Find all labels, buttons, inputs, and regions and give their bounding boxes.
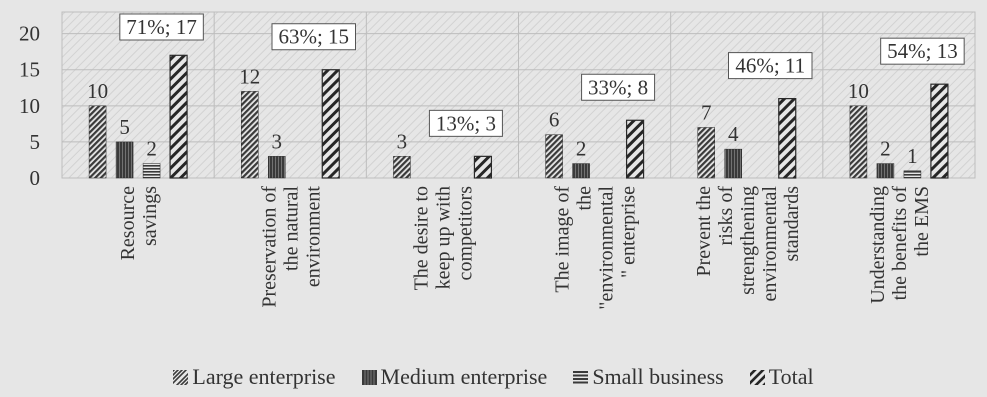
bar-medium-enterprise-6: [876, 163, 895, 179]
x-tick-label-line: Understanding: [867, 186, 889, 304]
legend-label-large-enterprise: Large enterprise: [192, 364, 336, 389]
bar-total-4: [625, 119, 645, 179]
total-label-box: [581, 73, 656, 101]
data-label-large-enterprise-6: 10: [848, 79, 869, 103]
x-tick-label-line: Preservation of: [258, 186, 280, 308]
y-tick-label: 5: [30, 130, 41, 154]
data-label-small-business-1: 2: [146, 137, 157, 161]
x-tick-label-line: keep up with: [432, 186, 454, 289]
total-label-box: [119, 13, 204, 41]
x-tick-label-3: The desire to keep up with competitors: [410, 186, 476, 291]
data-label-total-5: 46%; 11: [735, 54, 805, 78]
x-tick-label-4: The image of the "environmental " enterpris…: [552, 186, 640, 310]
legend-item-total: Total: [749, 364, 814, 390]
x-tick-label-2: Preservation of the natural environment: [258, 186, 324, 308]
total-label-box: [880, 37, 965, 65]
x-tick-label-5: Prevent the risks of strengthening environm…: [693, 186, 803, 302]
data-label-large-enterprise-3: 3: [397, 129, 408, 153]
data-label-large-enterprise-2: 12: [239, 64, 260, 88]
legend: Large enterprise Medium enterprise Small…: [0, 364, 987, 390]
medium-enterprise-swatch-icon: [361, 369, 377, 385]
x-tick-label-line: The desire to: [410, 186, 432, 290]
x-tick-label-line: the EMS: [911, 186, 933, 257]
legend-item-medium-enterprise: Medium enterprise: [361, 364, 548, 390]
y-tick-label: 20: [19, 22, 40, 46]
bar-large-enterprise-3: [393, 156, 411, 179]
data-label-medium-enterprise-5: 4: [728, 122, 739, 146]
legend-label-total: Total: [768, 364, 814, 389]
x-tick-label-line: competitors: [454, 186, 476, 281]
y-tick-label: 15: [19, 58, 40, 82]
x-tick-label-line: savings: [139, 186, 161, 246]
data-label-total-4: 33%; 8: [588, 75, 648, 99]
x-tick-label-1: Resource savings: [117, 186, 161, 261]
data-label-medium-enterprise-2: 3: [272, 129, 283, 153]
legend-item-large-enterprise: Large enterprise: [173, 364, 336, 390]
total-swatch-icon: [749, 369, 765, 385]
x-tick-label-line: risks of: [715, 186, 737, 246]
x-tick-label-line: the natural: [280, 186, 302, 271]
data-label-medium-enterprise-4: 2: [576, 137, 587, 161]
total-label-box: [428, 109, 503, 137]
legend-label-small-business: Small business: [592, 364, 724, 389]
bar-large-enterprise-6: [849, 105, 868, 179]
x-tick-label-line: " enterprise: [618, 186, 640, 278]
bar-total-3: [473, 155, 493, 179]
data-label-large-enterprise-5: 7: [701, 100, 712, 124]
bar-large-enterprise-2: [241, 91, 259, 179]
small-business-swatch-icon: [573, 369, 589, 385]
bar-medium-enterprise-4: [572, 163, 590, 179]
bar-total-6: [930, 83, 949, 179]
large-enterprise-swatch-icon: [173, 369, 189, 385]
data-label-total-1: 71%; 17: [126, 15, 197, 39]
data-label-total-2: 63%; 15: [278, 25, 349, 49]
total-label-box: [271, 23, 356, 51]
x-tick-label-line: The image of: [552, 186, 574, 293]
bar-small-business-6: [903, 170, 922, 179]
data-label-large-enterprise-1: 10: [87, 79, 108, 103]
data-label-total-3: 13%; 3: [436, 111, 496, 135]
y-tick-label: 0: [30, 166, 41, 190]
x-tick-label-line: Resource: [117, 186, 139, 261]
x-tick-label-6: Understanding the benefits of the EMS: [867, 186, 933, 304]
x-tick-label-line: environmental: [759, 186, 781, 302]
x-tick-label-line: the benefits of: [889, 186, 911, 301]
data-label-large-enterprise-4: 6: [549, 108, 560, 132]
total-label-box: [728, 52, 813, 80]
legend-label-medium-enterprise: Medium enterprise: [380, 364, 548, 389]
data-label-medium-enterprise-6: 2: [880, 137, 891, 161]
bar-large-enterprise-1: [88, 105, 107, 179]
bar-large-enterprise-5: [697, 127, 715, 179]
x-tick-label-line: standards: [781, 186, 803, 262]
bar-medium-enterprise-1: [115, 141, 134, 179]
bar-medium-enterprise-2: [268, 156, 286, 179]
x-tick-label-line: Prevent the: [693, 186, 715, 277]
bar-medium-enterprise-5: [724, 148, 742, 179]
x-tick-label-line: the: [574, 186, 596, 211]
bar-total-5: [778, 98, 797, 179]
data-label-medium-enterprise-1: 5: [119, 115, 130, 139]
bar-small-business-1: [142, 163, 161, 179]
bar-large-enterprise-4: [545, 134, 563, 179]
y-tick-label: 10: [19, 94, 40, 118]
bar-total-2: [321, 69, 340, 179]
x-tick-label-line: "environmental: [596, 186, 618, 310]
x-tick-label-line: environment: [302, 186, 324, 288]
x-tick-label-line: strengthening: [737, 186, 759, 295]
legend-item-small-business: Small business: [573, 364, 724, 390]
data-label-small-business-6: 1: [907, 144, 918, 168]
data-label-total-6: 54%; 13: [887, 39, 958, 63]
bar-total-1: [169, 54, 188, 179]
